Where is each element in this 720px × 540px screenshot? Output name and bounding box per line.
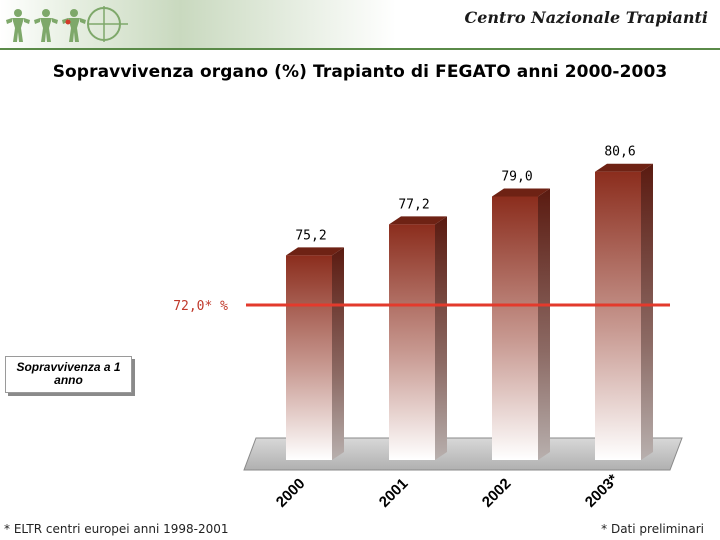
data-label-2000: 75,2 <box>295 228 326 243</box>
bar-2003 <box>595 171 641 460</box>
legend-label: Sopravvivenza a 1 anno <box>16 360 121 387</box>
bar-top-2000 <box>286 247 344 256</box>
header-rule <box>0 48 720 50</box>
chart-floor <box>243 437 683 471</box>
data-label-2002: 79,0 <box>501 170 532 185</box>
bar-side-2001 <box>435 216 447 460</box>
footnote-left: * ELTR centri europei anni 1998-2001 <box>4 522 229 536</box>
bar-top-2001 <box>389 216 447 225</box>
bar-side-2003 <box>641 163 653 460</box>
org-name: Centro Nazionale Trapianti <box>464 8 708 27</box>
legend-box: Sopravvivenza a 1 anno <box>5 356 132 393</box>
bar-2000 <box>286 255 332 460</box>
cnt-logo <box>6 6 128 42</box>
page-title: Sopravvivenza organo (%) Trapianto di FE… <box>52 62 668 82</box>
bar-top-2003 <box>595 163 653 172</box>
x-tick-label-2002: 2002 <box>479 475 515 511</box>
data-label-2001: 77,2 <box>398 197 429 212</box>
data-label-2003: 80,6 <box>604 145 635 160</box>
x-tick-label-2000: 2000 <box>273 475 309 511</box>
bar-top-2002 <box>492 188 550 197</box>
bar-2002 <box>492 196 538 460</box>
bar-side-2002 <box>538 188 550 460</box>
reference-line-label: 72,0* % <box>173 299 228 314</box>
bar-side-2000 <box>332 247 344 460</box>
bar-2001 <box>389 224 435 460</box>
x-tick-label-2001: 2001 <box>376 475 412 511</box>
footnote-right: * Dati preliminari <box>601 522 704 536</box>
x-tick-label-2003: 2003* <box>582 471 622 511</box>
